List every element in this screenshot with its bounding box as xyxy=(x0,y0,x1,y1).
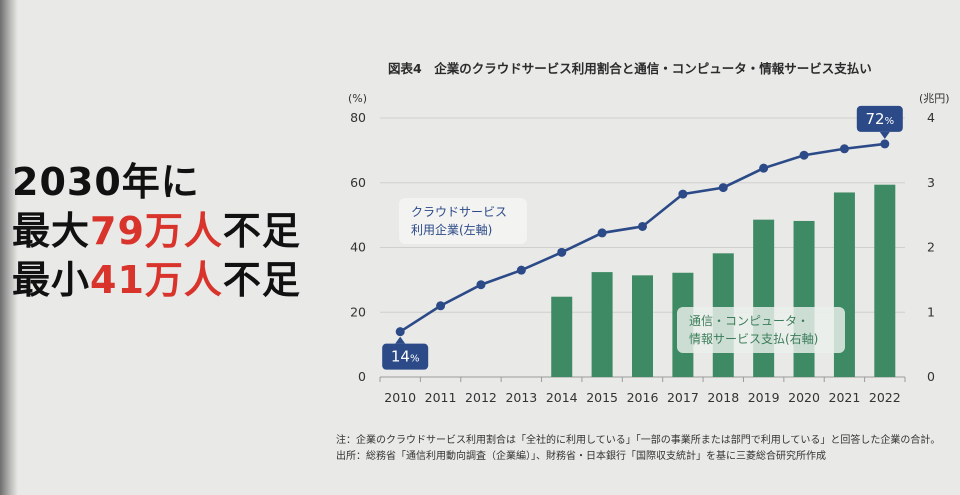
line-series-label: クラウドサービス xyxy=(411,205,507,219)
x-axis-tick-label: 2011 xyxy=(425,390,457,405)
headline-max-value: 79万人 xyxy=(90,209,223,253)
headline-min-suffix: 不足 xyxy=(222,258,301,302)
headline-max-suffix: 不足 xyxy=(222,209,301,253)
line-point xyxy=(476,280,486,290)
bar xyxy=(632,275,653,377)
callout-label: 72% xyxy=(866,110,895,128)
right-axis-tick-label: 3 xyxy=(927,175,935,190)
headline-line-3: 最小41万人不足 xyxy=(12,256,301,305)
line-point xyxy=(880,139,890,149)
combo-chart: 0 20 40 60 80 0 1 2 3 4 (%) (兆円) 2010 2011 2012 2013 201… xyxy=(348,92,950,405)
right-axis-tick-label: 0 xyxy=(927,369,935,384)
bar xyxy=(793,220,815,377)
left-axis-tick-label: 40 xyxy=(350,240,366,255)
callout-pointer xyxy=(879,131,890,139)
bar xyxy=(874,184,896,377)
callout-label: 14% xyxy=(391,348,420,366)
line-point xyxy=(638,221,647,231)
line-point xyxy=(799,150,809,160)
line-point xyxy=(395,327,405,337)
x-axis-tick-label: 2012 xyxy=(465,390,497,405)
line-point xyxy=(597,228,607,238)
line-series-label-box xyxy=(399,198,527,244)
right-axis-tick-label: 4 xyxy=(927,110,935,125)
chart-title: 図表4 企業のクラウドサービス利用割合と通信・コンピュータ・情報サービス支払い xyxy=(388,61,872,76)
bar-series-label: 通信・コンピュータ・ xyxy=(689,314,809,328)
line-point xyxy=(718,183,728,193)
bar-series-label: 情報サービス支払(右軸) xyxy=(689,331,818,346)
headline-line-1: 2030年に xyxy=(12,158,301,207)
line-point xyxy=(759,163,769,173)
x-axis-tick-label: 2022 xyxy=(869,390,901,405)
headline-min-value: 41万人 xyxy=(90,258,223,302)
x-axis-tick-label: 2020 xyxy=(788,390,820,405)
x-axis-tick-label: 2014 xyxy=(546,390,578,405)
callout-pointer xyxy=(395,336,406,344)
x-axis-tick-label: 2021 xyxy=(829,390,861,405)
x-axis-tick-label: 2015 xyxy=(586,390,618,405)
left-axis-tick-label: 80 xyxy=(350,110,366,125)
x-axis-tick-label: 2010 xyxy=(384,390,416,405)
headline-line-2: 最大79万人不足 xyxy=(12,207,301,256)
x-axis-tick-label: 2019 xyxy=(748,390,780,405)
x-axis-tick-label: 2013 xyxy=(505,390,537,405)
line-point xyxy=(516,265,526,275)
left-axis-unit: (%) xyxy=(348,92,367,105)
line-point xyxy=(557,247,567,257)
bar xyxy=(551,296,573,377)
chart-source: 出所：総務省「通信利用動向調査（企業編）」、財務省・日本銀行「国際収支統計」を基… xyxy=(336,451,826,462)
callout-box xyxy=(856,105,903,132)
left-axis-tick-label: 0 xyxy=(358,369,366,384)
line-point xyxy=(678,189,688,199)
line-point xyxy=(839,144,849,154)
line-point xyxy=(436,301,446,311)
right-axis-unit: (兆円) xyxy=(919,92,950,105)
chart-notes: 注：企業のクラウドサービス利用割合は「全社的に利用している」「一部の事業所または… xyxy=(336,433,951,465)
right-axis-tick-label: 1 xyxy=(927,304,935,319)
x-axis-tick-label: 2018 xyxy=(707,390,739,405)
callout-box xyxy=(382,343,429,370)
headline: 2030年に 最大79万人不足 最小41万人不足 xyxy=(12,158,301,305)
x-axis-tick-label: 2017 xyxy=(667,390,699,405)
chart-note: 注：企業のクラウドサービス利用割合は「全社的に利用している」「一部の事業所または… xyxy=(336,435,941,446)
right-axis-tick-label: 2 xyxy=(927,240,935,255)
left-edge-shadow xyxy=(0,0,18,495)
left-axis-tick-label: 20 xyxy=(350,304,366,319)
headline-year-text: 2030年に xyxy=(12,160,200,204)
bar xyxy=(753,219,775,377)
x-axis-tick-label: 2016 xyxy=(627,390,659,405)
bar-series-label-box xyxy=(677,307,845,353)
headline-max-label: 最大 xyxy=(12,209,91,253)
headline-min-label: 最小 xyxy=(12,258,91,302)
line-series-label: 利用企業(左軸) xyxy=(411,222,492,237)
left-axis-tick-label: 60 xyxy=(350,175,366,190)
bar xyxy=(591,272,613,377)
